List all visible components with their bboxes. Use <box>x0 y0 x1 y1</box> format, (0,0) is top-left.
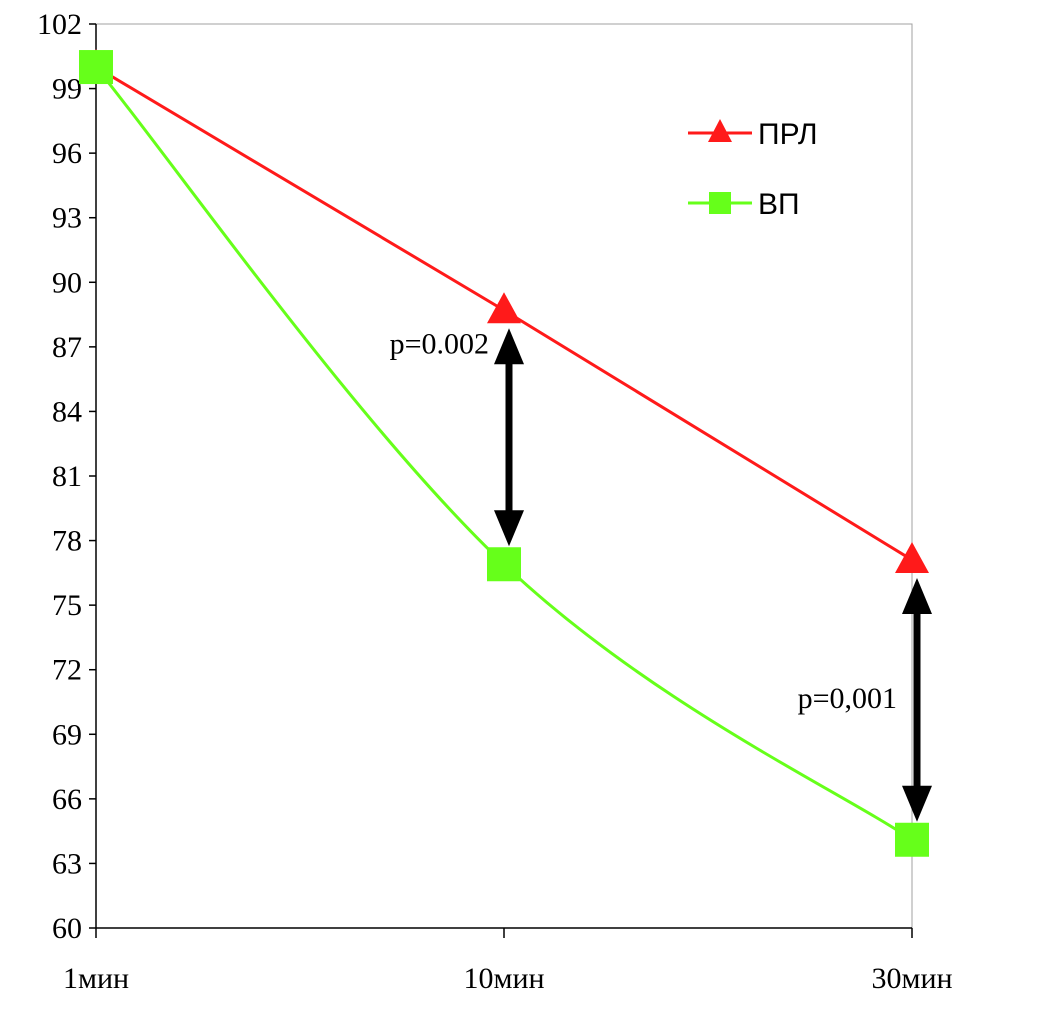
data-point-square <box>487 547 521 582</box>
x-axis: 1мин 10мин 30мин <box>63 927 953 995</box>
y-tick-label: 87 <box>52 331 82 364</box>
y-tick-label: 75 <box>52 589 82 622</box>
y-tick-label: 96 <box>52 137 82 170</box>
y-tick-label: 84 <box>52 395 82 428</box>
x-tick-label: 1мин <box>63 962 129 995</box>
annotations: p=0.002 p=0,001 <box>390 327 932 822</box>
y-tick-label: 93 <box>52 202 82 235</box>
x-tick-label: 10мин <box>463 962 544 995</box>
data-point-triangle <box>487 292 521 324</box>
legend-triangle-icon <box>708 119 732 142</box>
legend: ПРЛ ВП <box>688 118 818 221</box>
y-tick-label: 69 <box>52 718 82 751</box>
y-tick-label: 81 <box>52 460 82 493</box>
legend-label: ПРЛ <box>758 118 818 151</box>
legend-item: ВП <box>688 188 800 221</box>
p-value-arrow <box>902 577 932 822</box>
p-value-label: p=0,001 <box>798 682 897 715</box>
y-tick-label: 66 <box>52 783 82 816</box>
data-point-square <box>895 822 929 857</box>
y-tick-label: 72 <box>52 654 82 687</box>
legend-square-icon <box>709 192 731 214</box>
legend-item: ПРЛ <box>688 118 818 151</box>
y-tick-label: 78 <box>52 525 82 558</box>
data-point-square <box>79 50 113 85</box>
series-group <box>79 49 929 857</box>
y-tick-label: 63 <box>52 847 82 880</box>
y-axis: 60 63 66 69 72 75 78 81 84 87 90 93 96 99 102 <box>37 8 97 945</box>
y-tick-label: 90 <box>52 266 82 299</box>
y-tick-label: 102 <box>37 8 82 41</box>
x-tick-label: 30мин <box>871 962 952 995</box>
y-tick-label: 60 <box>52 912 82 945</box>
y-tick-label: 99 <box>52 73 82 106</box>
p-value-arrow <box>494 328 524 547</box>
data-point-triangle <box>895 541 929 573</box>
legend-label: ВП <box>758 188 800 221</box>
plot-area <box>95 23 913 929</box>
p-value-label: p=0.002 <box>390 327 489 360</box>
